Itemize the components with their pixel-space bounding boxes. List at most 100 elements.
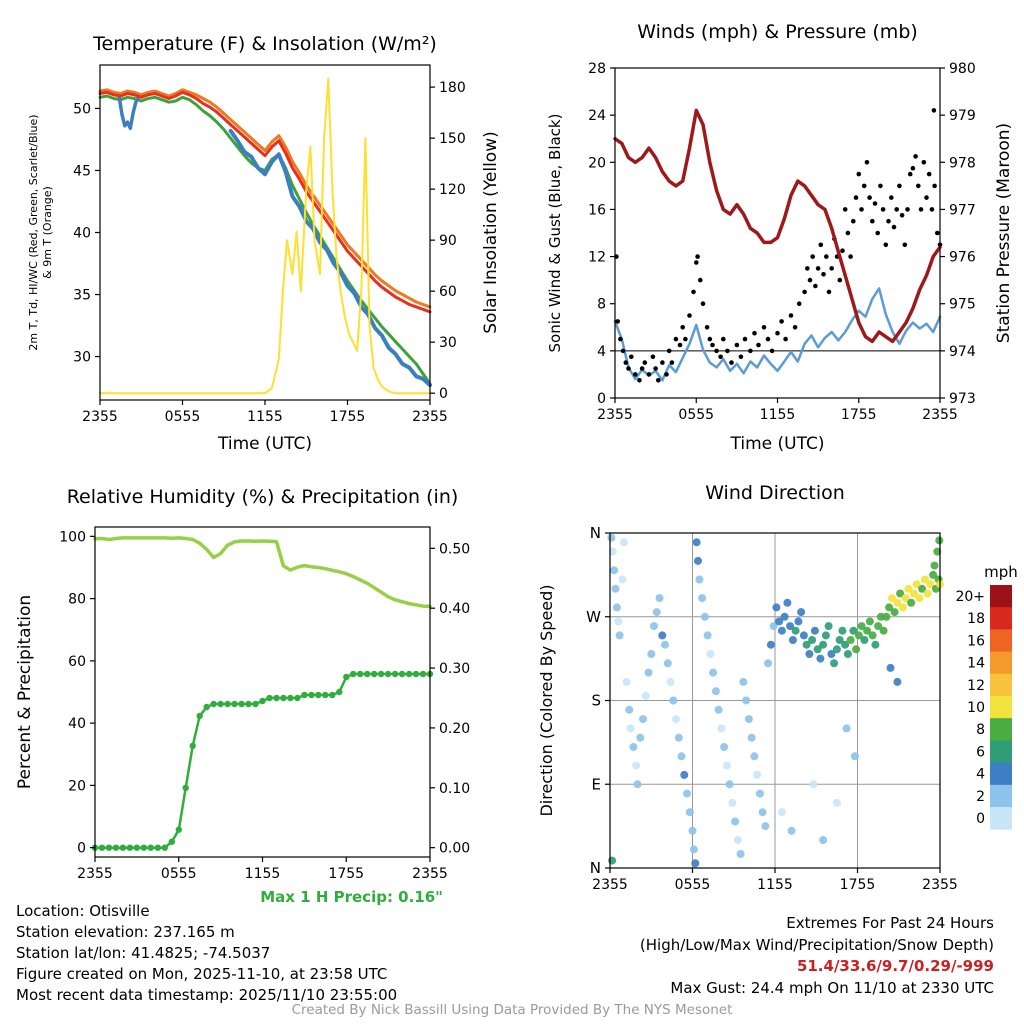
svg-text:1755: 1755 [841,407,877,423]
svg-text:40: 40 [68,716,86,732]
svg-text:12: 12 [967,678,985,694]
station-latlon: Station lat/lon: 41.4825; -74.5037 [16,944,271,962]
max-gust-line: Max Gust: 24.4 mph On 11/10 at 2330 UTC [670,978,994,997]
svg-text:Temperature (F) & Insolation (: Temperature (F) & Insolation (W/m²) [92,33,437,55]
svg-text:& 9m T (Orange): & 9m T (Orange) [41,186,54,279]
svg-text:2355: 2355 [412,866,448,882]
series-temp_9m [98,88,432,309]
winds-pressure-chart: 2355 0555 1155 1755 235504812162024289739749… [546,21,1014,454]
svg-text:W: W [586,608,601,626]
svg-text:1155: 1155 [247,409,283,425]
x-axis-label: Time (UTC) [217,434,312,454]
svg-text:60: 60 [68,654,86,670]
series-wind_chill [228,128,432,388]
svg-text:Station Pressure (Maroon): Station Pressure (Maroon) [994,123,1014,343]
series-precipitation_accum [91,670,434,851]
svg-text:12: 12 [588,250,606,266]
svg-text:1755: 1755 [330,409,366,425]
temperature-insolation-chart: 2355 0555 1155 1755 2355 30 35 40 45 50 0 30 60 90 120… [27,33,501,454]
svg-text:2355: 2355 [922,877,958,893]
svg-text:4: 4 [597,344,606,360]
svg-text:60: 60 [439,284,457,300]
station-elevation: Station elevation: 237.165 m [16,923,235,941]
svg-text:50: 50 [73,101,91,117]
svg-text:0: 0 [976,811,985,827]
svg-text:0.10: 0.10 [439,781,470,797]
svg-text:8: 8 [597,297,606,313]
svg-text:Wind Direction: Wind Direction [705,482,845,504]
series-wind_chill_early [117,95,141,131]
svg-text:mph: mph [984,563,1018,581]
svg-text:980: 980 [949,61,976,77]
credit-line: Created By Nick Bassill Using Data Provi… [291,1002,733,1018]
svg-text:0555: 0555 [161,866,197,882]
series-temp_2m [98,90,432,314]
svg-text:1155: 1155 [757,877,793,893]
svg-text:0.20: 0.20 [439,721,470,737]
svg-text:150: 150 [439,131,466,147]
svg-text:2355: 2355 [592,877,628,893]
y-axis-left: 30 35 40 45 50 [73,101,100,366]
extremes-values: 51.4/33.6/9.7/0.29/-999 [796,957,994,975]
svg-text:0555: 0555 [678,407,714,423]
plot-frame [94,526,431,858]
x-axis: 2355 0555 1155 1755 2355 [597,398,958,423]
svg-text:24: 24 [588,108,606,124]
chart-title: Wind Direction [705,482,845,504]
series-solar_insolation [99,77,431,395]
y-axis-label-right: Solar Insolation (Yellow) [481,131,501,333]
y-axis-right: 0.00 0.10 0.20 0.30 0.40 0.50 [430,541,470,857]
svg-text:Solar Insolation (Yellow): Solar Insolation (Yellow) [481,131,501,333]
y-axis-right: 0 30 60 90 120 150 180 [430,80,466,402]
svg-text:0.50: 0.50 [439,541,470,557]
plot-frame [99,64,431,401]
speed-colorbar: mph 20+ 18 16 14 12 10 8 6 4 2 0 [955,563,1018,830]
chart-title: Temperature (F) & Insolation (W/m²) [92,33,437,55]
svg-text:16: 16 [588,202,606,218]
chart-title: Winds (mph) & Pressure (mb) [637,21,918,43]
svg-text:0555: 0555 [675,877,711,893]
svg-text:2355: 2355 [922,407,958,423]
y-axis-left: 0 4 8 12 16 20 24 28 [588,61,615,407]
svg-text:979: 979 [949,108,976,124]
svg-text:N: N [590,524,601,542]
svg-text:90: 90 [439,233,457,249]
svg-text:18: 18 [967,611,985,627]
svg-text:4: 4 [976,767,985,783]
series-wind-direction [607,533,944,868]
station-location: Location: Otisville [16,902,150,920]
svg-text:0.00: 0.00 [439,841,470,857]
svg-text:100: 100 [59,529,86,545]
y-axis-label-right: Station Pressure (Maroon) [994,123,1014,343]
svg-text:10: 10 [967,700,985,716]
series-dew_point [98,94,432,386]
x-axis-label: Time (UTC) [730,434,825,454]
svg-text:40: 40 [73,226,91,242]
svg-text:0.40: 0.40 [439,601,470,617]
svg-text:30: 30 [439,335,457,351]
svg-text:1755: 1755 [840,877,876,893]
data-timestamp-line: Most recent data timestamp: 2025/11/10 2… [16,986,398,1004]
svg-text:80: 80 [68,592,86,608]
svg-text:1155: 1155 [760,407,796,423]
svg-text:Sonic Wind & Gust (Blue, Black: Sonic Wind & Gust (Blue, Black) [546,114,564,353]
svg-text:120: 120 [439,182,466,198]
svg-text:6: 6 [976,744,985,760]
y-axis-label-left: Direction (Colored By Speed) [537,584,556,816]
max-precip-label: Max 1 H Precip: 0.16" [260,888,443,906]
svg-text:2355: 2355 [82,409,118,425]
svg-text:2: 2 [976,789,985,805]
svg-text:1155: 1155 [245,866,281,882]
svg-text:14: 14 [967,656,985,672]
svg-text:N: N [590,859,601,877]
series-station_pressure [613,108,942,344]
svg-text:8: 8 [976,722,985,738]
svg-text:Winds (mph) & Pressure (mb): Winds (mph) & Pressure (mb) [637,21,918,43]
svg-text:45: 45 [73,163,91,179]
svg-text:S: S [591,692,601,710]
svg-text:1755: 1755 [328,866,364,882]
svg-text:973: 973 [949,391,976,407]
series-relative_humidity [93,536,432,609]
svg-text:28: 28 [588,61,606,77]
